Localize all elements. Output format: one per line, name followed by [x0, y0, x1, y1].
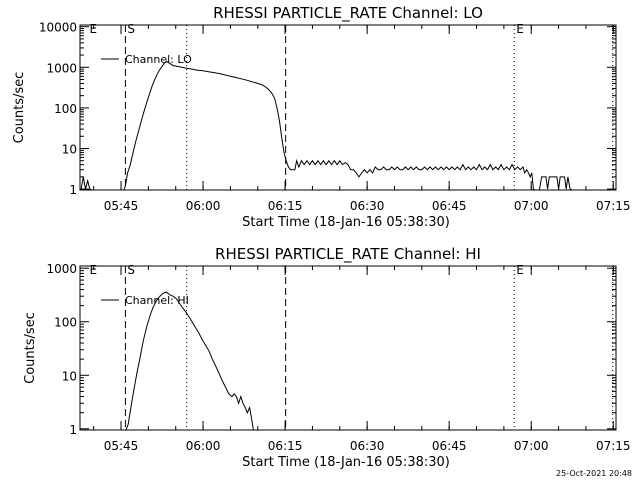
event-marker-label: S [127, 22, 135, 36]
x-tick-label: 06:45 [432, 439, 467, 453]
chart-title: RHESSI PARTICLE_RATE Channel: HI [215, 245, 481, 264]
y-tick-label: 1000 [46, 262, 77, 276]
x-axis-label: Start Time (18-Jan-16 05:38:30) [242, 455, 450, 470]
x-tick-label: 07:15 [596, 439, 631, 453]
chart-title: RHESSI PARTICLE_RATE Channel: LO [213, 4, 483, 23]
event-marker-label: S [127, 263, 135, 277]
x-tick-label: 07:00 [514, 439, 549, 453]
x-axis-label: Start Time (18-Jan-16 05:38:30) [242, 215, 450, 230]
x-tick-label: 05:45 [104, 439, 139, 453]
chart-panel-1: RHESSI PARTICLE_RATE Channel: HI 05:45 06:… [23, 245, 631, 470]
plot-frame [79, 265, 617, 431]
x-tick-label: 06:30 [350, 439, 385, 453]
x-tick-label: 06:15 [268, 199, 303, 213]
x-tick-label: 07:15 [596, 199, 631, 213]
series-line-0 [80, 60, 573, 190]
event-marker-label: E [89, 22, 97, 36]
y-tick-label: 1 [69, 423, 77, 437]
y-tick-label: 10 [62, 142, 77, 156]
series-line-0 [125, 291, 254, 430]
chart-panel-0: RHESSI PARTICLE_RATE Channel: LO 05:45 06:… [12, 4, 631, 230]
x-tick-label: 06:45 [432, 199, 467, 213]
y-tick-label: 100 [54, 316, 77, 330]
timestamp: 25-Oct-2021 20:48 [556, 469, 632, 478]
x-tick-label: 06:00 [186, 439, 221, 453]
x-tick-label: 06:00 [186, 199, 221, 213]
x-tick-label: 06:15 [268, 439, 303, 453]
y-tick-label: 10 [62, 369, 77, 383]
event-marker-label: E [516, 22, 524, 36]
y-tick-label: 1 [69, 183, 77, 197]
event-marker-label: E [89, 263, 97, 277]
y-axis-label: Counts/sec [12, 72, 27, 144]
x-tick-label: 07:00 [514, 199, 549, 213]
x-tick-label: 05:45 [104, 199, 139, 213]
event-marker-label: E [516, 263, 524, 277]
x-tick-label: 06:30 [350, 199, 385, 213]
y-tick-label: 10000 [39, 21, 77, 35]
y-tick-label: 100 [54, 102, 77, 116]
y-tick-label: 1000 [46, 61, 77, 75]
legend-label: Channel: LO [125, 53, 192, 66]
y-axis-label: Counts/sec [23, 312, 38, 384]
